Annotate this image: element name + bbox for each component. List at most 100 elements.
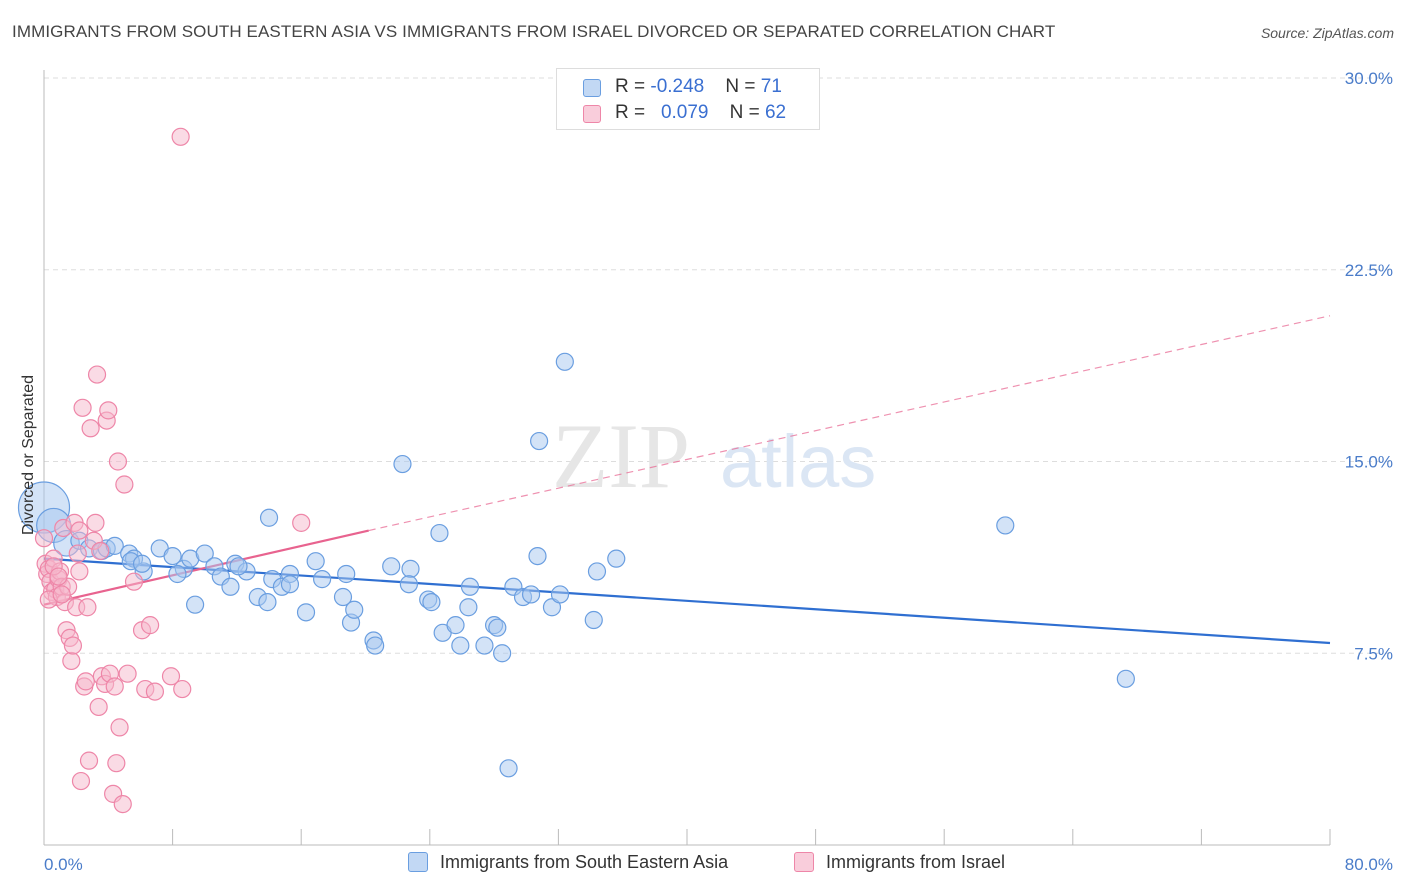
- data-point-pink: [115, 475, 134, 494]
- data-point-blue: [499, 759, 518, 778]
- data-point-blue: [530, 431, 549, 451]
- data-point-blue: [306, 552, 325, 571]
- data-point-blue: [401, 559, 420, 578]
- data-point-blue: [258, 593, 277, 612]
- trend-line-blue: [43, 557, 1331, 645]
- data-point-blue: [280, 575, 300, 594]
- data-point-blue: [132, 554, 152, 573]
- trend-line-pink-extension: [368, 315, 1331, 532]
- data-point-blue: [259, 508, 279, 527]
- data-point-blue: [542, 598, 562, 617]
- data-point-pink: [79, 751, 99, 770]
- y-tick-label: 15.0%: [1345, 453, 1393, 472]
- legend-n-label: N =: [729, 102, 765, 123]
- data-point-blue: [459, 598, 478, 617]
- legend-r-label: R =: [615, 102, 651, 123]
- bottom-legend-swatch-blue: [408, 852, 428, 872]
- data-point-blue: [221, 577, 240, 596]
- data-points: [17, 127, 1135, 814]
- data-point-pink: [108, 452, 128, 471]
- data-point-pink: [52, 585, 71, 604]
- data-point-pink: [78, 598, 97, 617]
- legend-text-pink: R = 0.079 N = 62: [615, 102, 786, 124]
- data-point-blue: [584, 610, 603, 630]
- data-point-pink: [89, 697, 108, 717]
- data-point-blue: [195, 544, 214, 563]
- bottom-legend-label-pink: Immigrants from Israel: [826, 852, 1006, 872]
- data-point-pink: [49, 567, 68, 586]
- data-point-blue: [460, 577, 480, 596]
- data-point-blue: [393, 454, 412, 474]
- data-point-blue: [186, 595, 205, 614]
- data-point-blue: [446, 616, 465, 635]
- data-point-pink: [105, 677, 124, 696]
- data-point-pink: [99, 401, 118, 420]
- data-point-pink: [171, 127, 190, 146]
- data-point-blue: [366, 636, 385, 655]
- data-point-blue: [493, 644, 512, 663]
- data-point-pink: [145, 682, 165, 701]
- data-point-pink: [70, 562, 89, 581]
- data-point-blue: [607, 549, 626, 568]
- data-point-pink: [161, 667, 181, 686]
- data-point-blue: [333, 587, 353, 607]
- data-point-blue: [422, 593, 441, 612]
- data-point-blue: [345, 600, 364, 619]
- data-point-pink: [71, 771, 91, 791]
- data-point-pink: [124, 572, 144, 591]
- legend-r-label: R =: [615, 76, 651, 97]
- axes: [43, 70, 1331, 846]
- legend: R = -0.248 N = 71 R = 0.079 N = 62: [556, 68, 820, 130]
- data-point-blue: [337, 564, 356, 584]
- data-point-blue: [168, 564, 187, 584]
- data-point-blue: [475, 636, 494, 655]
- data-point-blue: [296, 603, 316, 622]
- legend-swatch-pink: [583, 105, 601, 123]
- data-point-blue: [528, 546, 547, 566]
- data-point-pink: [81, 419, 100, 438]
- source-label: Source: ZipAtlas.com: [1260, 25, 1394, 41]
- data-point-pink: [86, 513, 105, 532]
- y-tick-label: 30.0%: [1345, 69, 1393, 88]
- data-point-blue: [996, 516, 1015, 535]
- data-point-pink: [173, 679, 192, 699]
- data-point-blue: [1116, 669, 1135, 688]
- data-point-blue: [550, 585, 570, 604]
- legend-n-value-blue: 71: [760, 76, 782, 97]
- data-point-blue: [312, 570, 332, 589]
- y-tick-label: 22.5%: [1345, 261, 1393, 280]
- data-point-pink: [68, 544, 87, 563]
- watermark-atlas: atlas: [720, 420, 876, 503]
- data-point-blue: [163, 546, 182, 566]
- y-tick-label: 7.5%: [1354, 644, 1393, 663]
- legend-swatch-blue: [583, 79, 601, 97]
- data-point-pink: [113, 794, 132, 814]
- data-point-blue: [555, 352, 574, 371]
- data-point-pink: [87, 365, 107, 384]
- data-point-blue: [451, 636, 470, 655]
- watermark-zip: ZIP: [552, 405, 690, 507]
- data-point-blue: [587, 562, 607, 581]
- legend-n-value-pink: 62: [764, 102, 787, 123]
- x-tick-label: 80.0%: [1345, 855, 1393, 874]
- legend-n-label: N =: [725, 76, 761, 97]
- data-point-pink: [63, 636, 83, 655]
- chart-title: IMMIGRANTS FROM SOUTH EASTERN ASIA VS IM…: [12, 22, 1056, 41]
- bottom-legend-swatch-pink: [794, 852, 814, 872]
- data-point-blue: [430, 523, 449, 543]
- y-axis-label: Divorced or Separated: [20, 375, 37, 535]
- data-point-blue: [399, 575, 419, 594]
- data-point-blue: [382, 557, 401, 576]
- bottom-legend-label-blue: Immigrants from South Eastern Asia: [440, 852, 729, 872]
- legend-r-value-blue: -0.248: [650, 76, 705, 97]
- bottom-legend-blue: Immigrants from South Eastern Asia: [408, 852, 728, 873]
- data-point-blue: [488, 618, 507, 637]
- data-point-pink: [62, 651, 81, 671]
- x-tick-label: 0.0%: [44, 855, 83, 874]
- bottom-legend-pink: Immigrants from Israel: [794, 852, 1005, 873]
- data-point-pink: [70, 521, 89, 540]
- data-point-pink: [292, 513, 311, 532]
- data-point-pink: [73, 398, 92, 417]
- data-point-pink: [34, 529, 54, 548]
